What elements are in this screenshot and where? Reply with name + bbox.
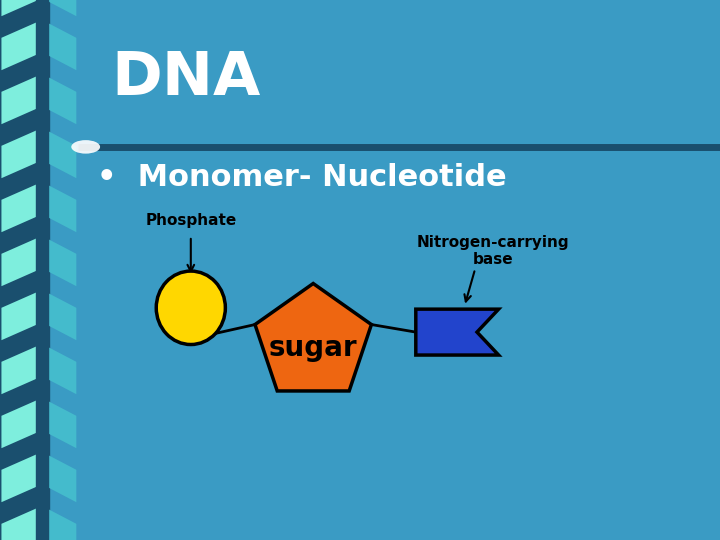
Polygon shape bbox=[1, 400, 38, 448]
Polygon shape bbox=[1, 346, 38, 394]
Polygon shape bbox=[1, 238, 38, 286]
Polygon shape bbox=[45, 454, 76, 502]
Polygon shape bbox=[1, 454, 38, 502]
Bar bbox=[0, 0, 49, 540]
Polygon shape bbox=[45, 400, 76, 448]
Polygon shape bbox=[45, 0, 76, 16]
Text: sugar: sugar bbox=[269, 334, 358, 362]
Polygon shape bbox=[1, 184, 38, 232]
Polygon shape bbox=[1, 22, 38, 70]
Polygon shape bbox=[45, 130, 76, 178]
Polygon shape bbox=[1, 76, 38, 124]
Polygon shape bbox=[45, 238, 76, 286]
Polygon shape bbox=[1, 292, 38, 340]
Polygon shape bbox=[416, 309, 498, 355]
Polygon shape bbox=[1, 508, 38, 540]
Polygon shape bbox=[45, 346, 76, 394]
Polygon shape bbox=[45, 292, 76, 340]
Polygon shape bbox=[45, 22, 76, 70]
Polygon shape bbox=[45, 508, 76, 540]
Polygon shape bbox=[1, 130, 38, 178]
Ellipse shape bbox=[71, 140, 100, 153]
Text: DNA: DNA bbox=[112, 49, 261, 108]
Text: •  Monomer- Nucleotide: • Monomer- Nucleotide bbox=[97, 163, 507, 192]
Polygon shape bbox=[45, 76, 76, 124]
Text: Phosphate: Phosphate bbox=[145, 213, 236, 228]
Bar bbox=[36, 0, 48, 540]
Polygon shape bbox=[1, 0, 38, 16]
Polygon shape bbox=[45, 184, 76, 232]
Ellipse shape bbox=[156, 271, 225, 345]
Text: Nitrogen-carrying
base: Nitrogen-carrying base bbox=[417, 235, 570, 267]
Polygon shape bbox=[255, 284, 372, 391]
